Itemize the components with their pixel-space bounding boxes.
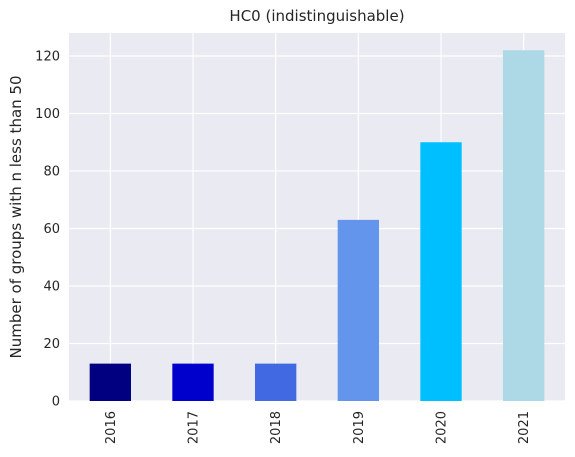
- bar-2017: [172, 363, 214, 401]
- y-tick-label: 60: [43, 222, 60, 237]
- y-tick-label: 120: [35, 50, 60, 65]
- y-axis-title: Number of groups with n less than 50: [7, 75, 25, 358]
- bar-2018: [255, 363, 297, 401]
- x-tick-label: 2018: [269, 411, 284, 444]
- bars: [89, 50, 545, 401]
- y-tick-label: 0: [52, 395, 60, 410]
- x-tick-label: 2020: [435, 411, 450, 444]
- x-tick-label: 2019: [352, 411, 367, 444]
- y-tick-label: 20: [43, 337, 60, 352]
- chart-title: HC0 (indistinguishable): [229, 7, 404, 25]
- x-tick-labels: 2016 2017 2018 2019 2020 2021: [104, 411, 532, 444]
- bar-2020: [420, 142, 462, 401]
- y-tick-label: 80: [43, 165, 60, 180]
- y-tick-labels: 0 20 40 60 80 100 120: [35, 50, 60, 410]
- plot-background: [69, 33, 565, 401]
- bar-2016: [89, 363, 131, 401]
- x-tick-label: 2017: [187, 411, 202, 444]
- y-tick-label: 40: [43, 280, 60, 295]
- bar-2021: [503, 50, 545, 401]
- y-tick-label: 100: [35, 107, 60, 122]
- x-tick-label: 2021: [517, 411, 532, 444]
- x-tick-label: 2016: [104, 411, 119, 444]
- bar-2019: [337, 219, 379, 401]
